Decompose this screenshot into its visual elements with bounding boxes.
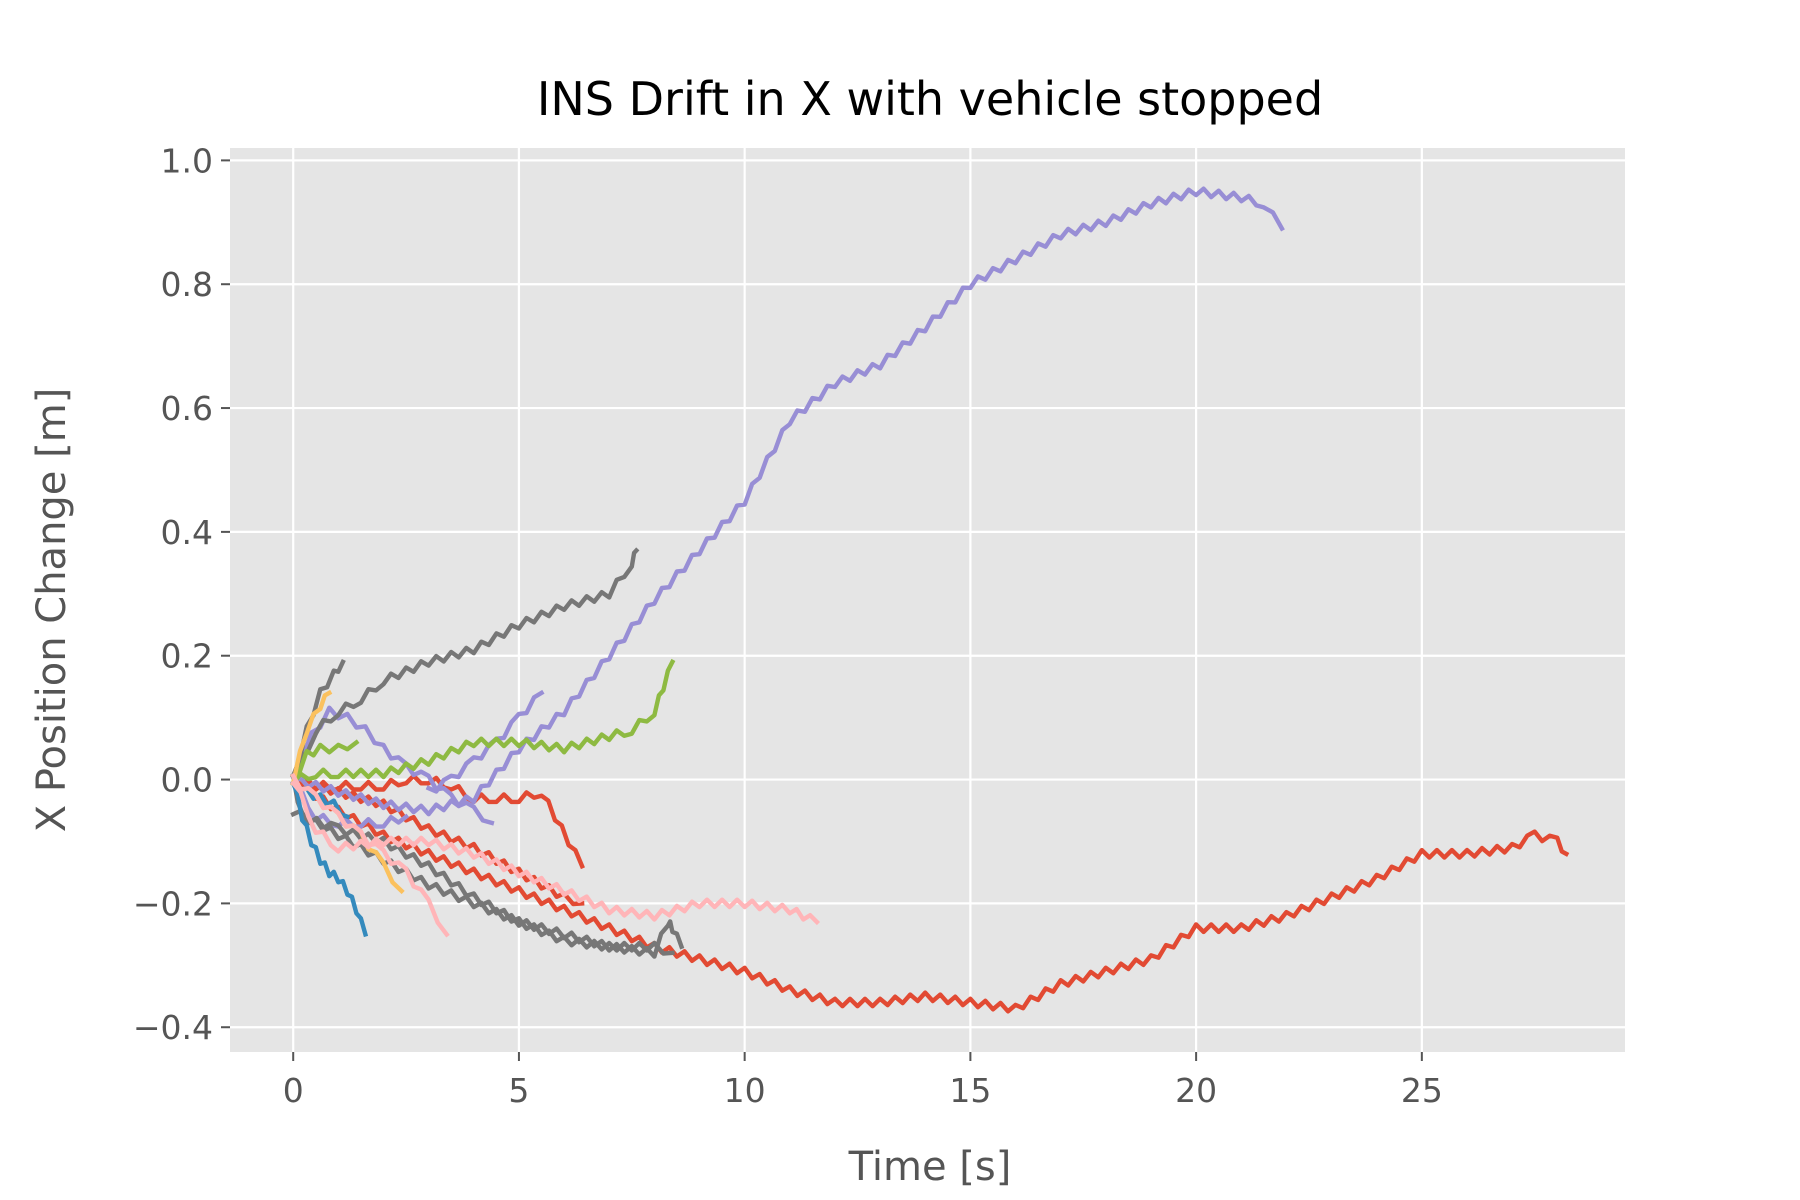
y-tick-label: 0.4 <box>161 513 213 552</box>
series-line-green <box>290 739 360 779</box>
x-tick-label: 15 <box>949 1071 991 1110</box>
series-line-yellow <box>290 689 333 786</box>
series-line-pink <box>290 772 450 938</box>
series-line-pink <box>290 780 821 926</box>
x-tick-label: 10 <box>724 1071 766 1110</box>
y-tick-label: 1.0 <box>161 141 213 180</box>
x-tick-label: 5 <box>508 1071 529 1110</box>
chart-title: INS Drift in X with vehicle stopped <box>537 72 1323 126</box>
plot-background <box>230 148 1625 1052</box>
y-tick-label: −0.2 <box>133 884 213 923</box>
series-lines <box>290 186 1570 1014</box>
x-tick-label: 20 <box>1175 1071 1217 1110</box>
y-axis-label: X Position Change [m] <box>29 388 75 833</box>
x-axis-label: Time [s] <box>848 1144 1012 1190</box>
axis-ticks: 0 5 10 15 20 25 −0.4 −0.2 0.0 0.2 0.4 0.6 0.8 1.0 <box>133 141 1443 1110</box>
x-tick-label: 25 <box>1401 1071 1443 1110</box>
series-line-purple <box>425 689 545 794</box>
y-tick-label: 0.8 <box>161 265 213 304</box>
series-line-green <box>290 658 676 787</box>
series-line-blue <box>290 780 369 938</box>
y-tick-label: 0.2 <box>161 637 213 676</box>
series-line-purple <box>290 705 495 826</box>
y-tick-label: 0.6 <box>161 389 213 428</box>
series-line-purple <box>290 780 410 829</box>
grid <box>230 148 1625 1052</box>
series-line-red <box>290 772 1570 1014</box>
y-tick-label: −0.4 <box>133 1008 213 1047</box>
x-tick-label: 0 <box>283 1071 304 1110</box>
series-line-gray <box>290 773 675 956</box>
y-tick-label: 0.0 <box>161 761 213 800</box>
series-line-gray <box>290 547 640 787</box>
